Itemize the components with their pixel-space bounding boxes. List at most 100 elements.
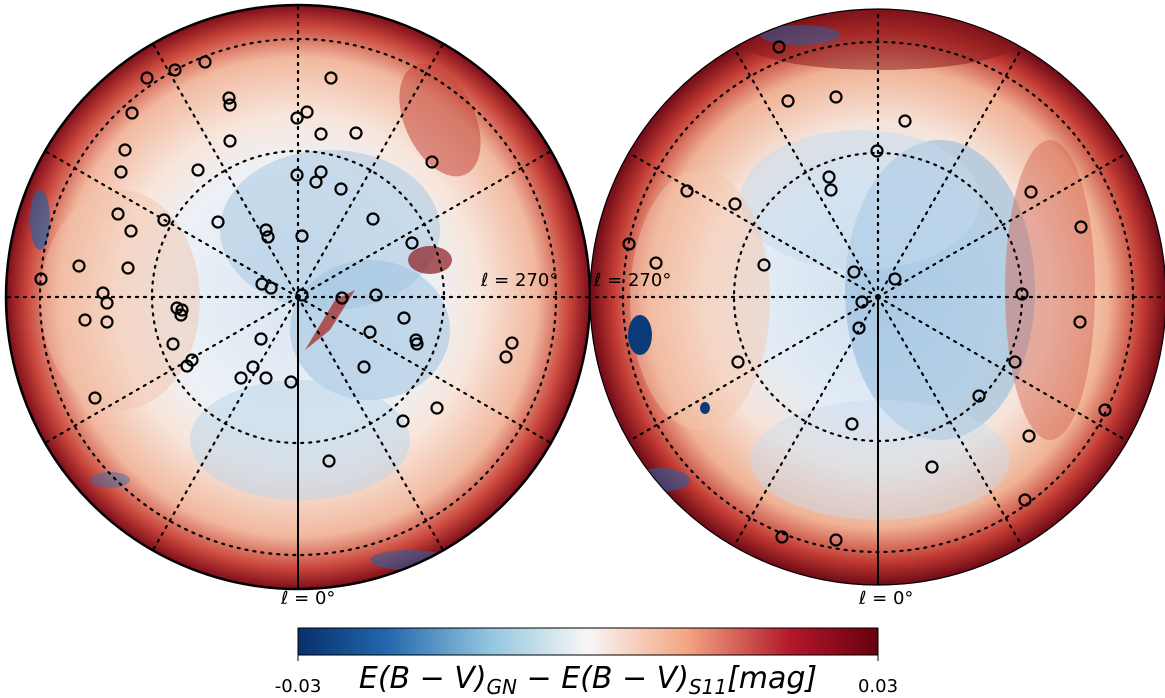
left-red-filament — [305, 290, 355, 350]
left-source-marker — [322, 454, 336, 468]
right-hemisphere-features — [628, 10, 1095, 520]
left-source-marker — [290, 111, 304, 125]
left-source-marker — [324, 71, 338, 85]
right-source-marker — [972, 389, 986, 403]
right-source-marker — [1022, 429, 1036, 443]
right-source-marker — [649, 256, 663, 270]
left-graticule-meridian — [296, 295, 553, 445]
left-source-marker — [309, 175, 323, 189]
left-source-marker — [114, 165, 128, 179]
left-source-marker — [223, 134, 237, 148]
right-source-marker — [1015, 287, 1029, 301]
left-red-feature — [399, 63, 481, 177]
right-source-marker — [622, 237, 636, 251]
left-source-marker — [284, 375, 298, 389]
left-source-marker — [349, 126, 363, 140]
right-source-marker — [775, 530, 789, 544]
right-graticule-meridian — [876, 295, 1024, 548]
right-source-marker — [855, 295, 869, 309]
left-source-marker — [125, 106, 139, 120]
left-source-marker — [357, 360, 371, 374]
left-hemisphere-features — [30, 63, 481, 570]
left-source-marker — [363, 325, 377, 339]
right-source-marker — [870, 144, 884, 158]
left-source-markers — [34, 55, 519, 468]
left-blue-region — [190, 380, 410, 500]
right-graticule-meridian — [876, 46, 1024, 299]
right-source-marker — [847, 265, 861, 279]
left-hemisphere-map: ℓ = 0° ℓ = 270° — [4, 3, 592, 609]
right-source-marker — [822, 170, 836, 184]
right-source-marker — [852, 321, 866, 335]
left-source-marker — [334, 182, 348, 196]
left-source-marker — [174, 308, 188, 322]
colorbar: -0.03 0.03 E(B − V)GN − E(B − V)S11[mag] — [275, 627, 898, 698]
right-source-marker — [829, 90, 843, 104]
left-source-marker — [111, 207, 125, 221]
right-graticule-meridian — [732, 46, 880, 299]
left-source-marker — [261, 230, 275, 244]
right-blue-blob — [628, 315, 652, 355]
right-source-markers — [622, 40, 1112, 547]
left-source-marker — [264, 281, 278, 295]
right-source-marker — [781, 94, 795, 108]
right-left-label: ℓ = 270° — [593, 270, 671, 291]
right-source-marker — [1074, 220, 1088, 234]
left-source-marker — [191, 163, 205, 177]
left-source-marker — [335, 291, 349, 305]
right-graticule — [588, 7, 1165, 554]
left-source-marker — [314, 165, 328, 179]
left-source-marker — [259, 371, 273, 385]
right-source-marker — [1098, 403, 1112, 417]
left-source-marker — [259, 223, 273, 237]
left-source-marker — [34, 272, 48, 286]
right-source-marker — [1018, 493, 1032, 507]
left-source-marker — [121, 261, 135, 275]
left-right-label: ℓ = 270° — [480, 270, 558, 291]
left-source-marker — [254, 332, 268, 346]
left-source-marker — [405, 236, 419, 250]
right-source-marker — [824, 183, 838, 197]
left-source-marker — [100, 315, 114, 329]
left-blue-region — [290, 260, 450, 400]
right-blue-blob — [700, 402, 710, 414]
left-red-feature — [408, 246, 452, 274]
right-graticule-meridian — [627, 151, 880, 299]
right-source-marker — [757, 258, 771, 272]
left-graticule-meridian — [151, 42, 300, 299]
right-bottom-label: ℓ = 0° — [858, 588, 913, 609]
left-source-marker — [397, 311, 411, 325]
colorbar-scale — [297, 627, 879, 656]
left-graticule-meridian — [43, 149, 300, 299]
right-source-marker — [680, 184, 694, 198]
right-blue-speckle — [760, 25, 840, 45]
right-graticule-meridian — [876, 151, 1129, 299]
left-source-marker — [78, 313, 92, 327]
right-red-region — [1005, 140, 1095, 440]
left-source-marker — [366, 212, 380, 226]
right-source-marker — [888, 272, 902, 286]
right-hemisphere-map: ℓ = 0° ℓ = 270° — [588, 7, 1165, 609]
left-source-marker — [168, 63, 182, 77]
left-source-marker — [166, 337, 180, 351]
right-graticule-meridian — [876, 295, 1129, 443]
left-source-marker — [314, 127, 328, 141]
right-source-marker — [731, 355, 745, 369]
left-source-marker — [157, 213, 171, 227]
left-source-marker — [425, 155, 439, 169]
left-source-marker — [118, 143, 132, 157]
right-source-marker — [1073, 315, 1087, 329]
left-source-marker — [396, 414, 410, 428]
left-source-marker — [211, 215, 225, 229]
left-source-marker — [499, 350, 513, 364]
right-source-marker — [728, 197, 742, 211]
left-source-marker — [100, 296, 114, 310]
left-source-marker — [295, 229, 309, 243]
left-warm-region — [40, 190, 200, 410]
colorbar-max-label: 0.03 — [858, 676, 898, 697]
left-graticule-meridian — [296, 295, 445, 552]
left-source-marker — [246, 360, 260, 374]
right-graticule-meridian — [732, 295, 880, 548]
right-source-marker — [829, 533, 843, 547]
